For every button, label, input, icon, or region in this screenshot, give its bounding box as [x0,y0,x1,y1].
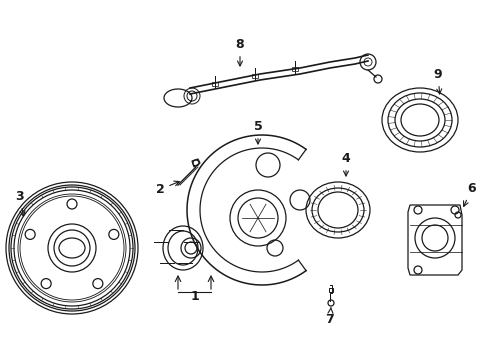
Text: 8: 8 [235,38,244,66]
Bar [251,74,258,78]
Text: 9: 9 [433,68,442,94]
Polygon shape [328,288,332,292]
Polygon shape [407,205,461,275]
Text: 1: 1 [190,290,199,303]
Text: 2: 2 [155,181,179,196]
Bar [291,67,297,71]
Circle shape [413,266,421,274]
Bar [212,82,218,86]
Circle shape [450,206,458,214]
Text: 6: 6 [463,182,475,206]
Polygon shape [192,159,200,167]
Text: 4: 4 [341,152,350,176]
Text: 7: 7 [325,307,334,326]
Text: 3: 3 [16,190,25,216]
Circle shape [413,206,421,214]
Text: 5: 5 [253,120,262,144]
